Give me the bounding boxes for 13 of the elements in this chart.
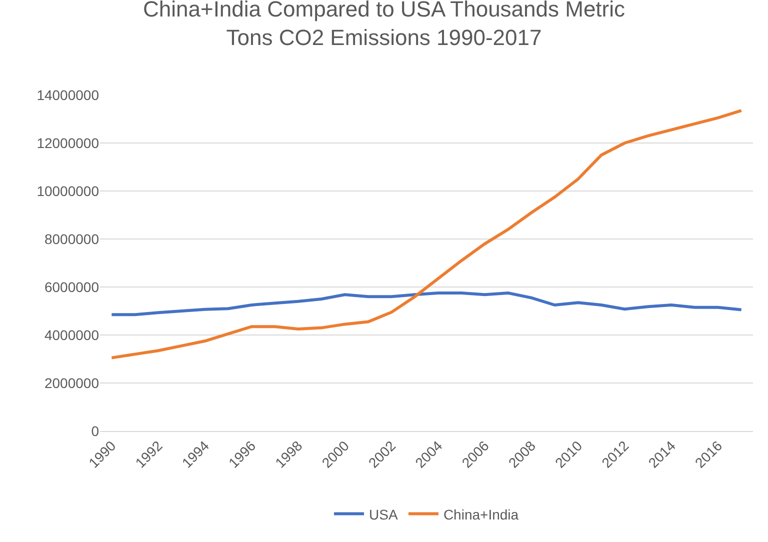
y-tick-label: 6000000 [44,278,100,295]
y-tick-label: 14000000 [36,86,100,103]
y-tick-label: 2000000 [44,374,100,391]
legend-label: USA [369,506,398,522]
chart-title: China+India Compared to USA Thousands Metric Tons CO2 Emissions 1990-2017 [142,0,626,50]
y-tick-label: 0 [91,422,100,439]
y-tick-label: 4000000 [44,326,100,343]
y-tick-label: 10000000 [36,182,100,199]
line-series [110,109,743,360]
legend-label: China+India [443,506,519,522]
line-series [110,292,743,316]
y-tick-label: 8000000 [44,230,100,247]
y-tick-label: 12000000 [36,134,100,151]
